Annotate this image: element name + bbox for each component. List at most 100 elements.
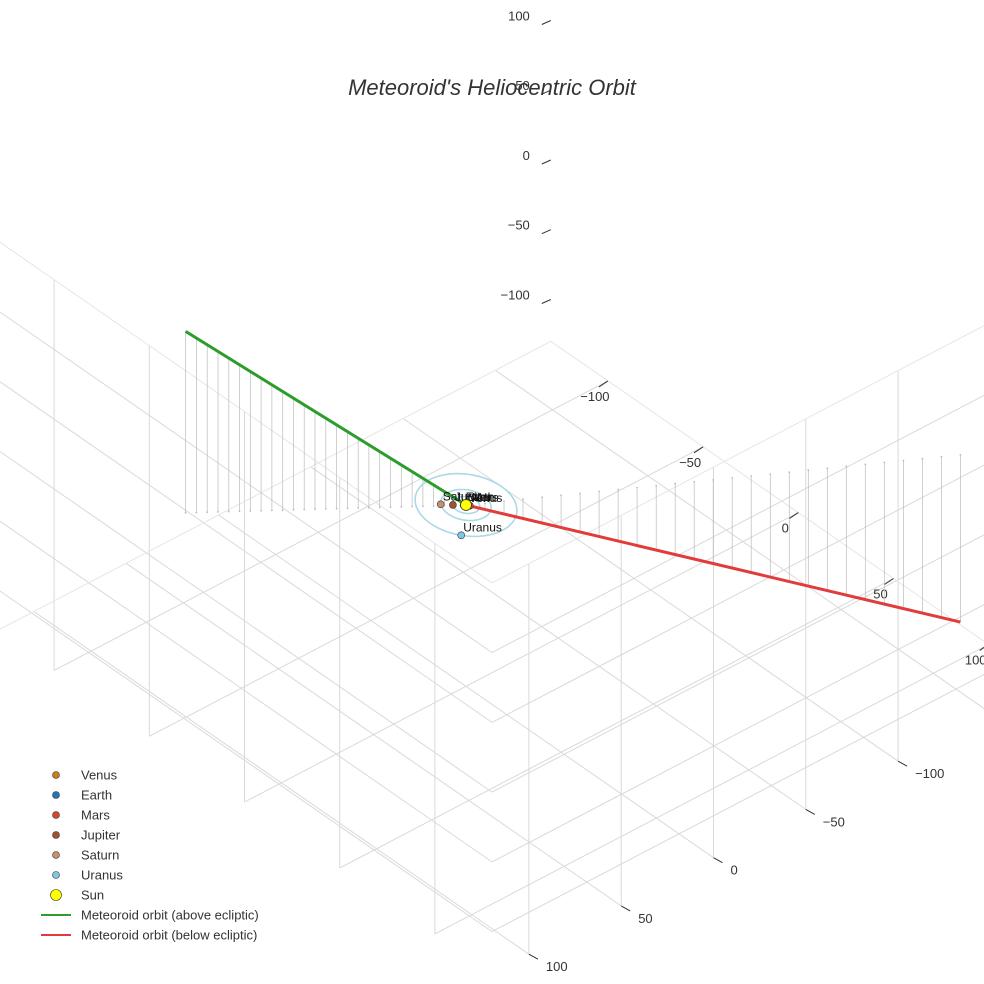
legend-label: Meteoroid orbit (below ecliptic) <box>81 928 257 943</box>
legend-label: Venus <box>81 768 118 783</box>
back-wall-grid-z <box>0 590 493 933</box>
planet-saturn <box>436 500 445 509</box>
drop-foot <box>432 505 435 507</box>
drop-foot <box>195 511 198 514</box>
drop-foot <box>422 505 424 508</box>
drop-foot <box>357 507 360 509</box>
side-wall-grid-z <box>491 534 984 793</box>
drop-foot <box>206 511 209 514</box>
drop-foot <box>400 505 403 508</box>
floor-grid-y <box>125 562 622 907</box>
back-wall-grid-z <box>0 450 493 793</box>
planet-label-uranus: Uranus <box>463 520 502 534</box>
z-axis-tick <box>541 159 552 165</box>
legend-label: Mars <box>81 808 110 823</box>
orbit-ring <box>414 472 518 538</box>
legend-label: Jupiter <box>81 828 121 843</box>
drop-foot <box>281 509 284 511</box>
drop-foot <box>731 477 734 479</box>
floor-grid-y <box>33 611 530 955</box>
y-axis-tick <box>805 808 816 815</box>
meteoroid-orbit-below <box>465 503 961 624</box>
pane-edge <box>491 325 984 584</box>
x-tick-label: 50 <box>873 587 887 602</box>
legend-marker-swatch <box>52 811 60 819</box>
floor-grid-y <box>218 514 714 859</box>
drop-foot <box>368 506 370 509</box>
legend-label: Saturn <box>81 848 119 863</box>
sun-marker <box>460 499 472 511</box>
meteoroid-orbits <box>184 330 961 624</box>
legend-marker-swatch <box>50 889 62 901</box>
back-wall-grid-z <box>0 311 493 654</box>
y-tick-label: 50 <box>638 911 652 926</box>
legend-label: Uranus <box>81 868 123 883</box>
side-wall-grid-z <box>491 673 984 933</box>
drop-foot <box>503 500 505 502</box>
floor-grid-y <box>402 418 899 762</box>
x-tick-label: −100 <box>580 389 609 404</box>
drop-foot <box>389 506 392 508</box>
drop-foot <box>902 459 905 462</box>
x-axis-tick <box>789 512 799 520</box>
drop-foot <box>921 457 924 460</box>
drop-foot <box>693 480 696 483</box>
drop-foot <box>522 498 524 501</box>
x-axis-tick <box>979 646 984 651</box>
axis-grid <box>0 241 984 955</box>
z-tick-label: −50 <box>508 218 530 233</box>
legend-label: Meteoroid orbit (above ecliptic) <box>81 908 259 923</box>
drop-foot <box>750 475 753 477</box>
drop-foot <box>260 509 262 512</box>
z-axis-tick <box>541 229 552 235</box>
y-axis-tick <box>528 953 539 960</box>
y-tick-label: 0 <box>731 863 738 878</box>
drop-foot <box>598 490 600 493</box>
meteoroid-orbit-above <box>184 330 467 507</box>
drop-foot <box>335 507 338 510</box>
y-tick-label: −50 <box>823 814 845 829</box>
floor-grid-y <box>310 466 807 810</box>
legend: Venus Earth Mars Jupiter Saturn Uranus Sun Mete… <box>41 768 259 943</box>
planet-label-saturn: Saturn <box>443 489 478 503</box>
drop-foot <box>303 508 306 511</box>
side-wall-grid-z <box>491 394 984 654</box>
axis-ticks: −100−50050100−150−100−50050100−100−50050… <box>501 9 984 974</box>
drop-foot <box>541 496 543 499</box>
drop-foot <box>655 484 658 487</box>
pane-edge <box>0 241 493 584</box>
planet-label-mars: Mars <box>472 491 499 505</box>
z-tick-label: −100 <box>501 288 530 303</box>
y-tick-label: 100 <box>546 959 568 974</box>
side-wall-grid-z <box>491 604 984 863</box>
back-wall-grid-z <box>0 520 493 863</box>
y-axis-tick <box>713 857 723 864</box>
drop-foot <box>579 492 581 495</box>
drop-foot <box>324 508 327 510</box>
drop-foot <box>788 471 791 473</box>
x-tick-label: 0 <box>782 521 789 536</box>
legend-marker-swatch <box>52 831 60 839</box>
drop-foot <box>807 469 810 472</box>
z-axis-tick <box>541 299 552 304</box>
floor-grid-x <box>244 512 799 803</box>
back-wall-grid-z <box>0 381 493 723</box>
z-axis-tick <box>541 20 552 25</box>
z-tick-label: 50 <box>515 78 529 93</box>
floor-grid-x <box>434 646 984 935</box>
floor-grid-x <box>339 578 894 869</box>
z-tick-label: 0 <box>523 148 530 163</box>
x-tick-label: −50 <box>679 455 701 470</box>
drop-foot <box>560 494 562 497</box>
legend-label: Earth <box>81 788 112 803</box>
drop-foot <box>674 482 677 485</box>
legend-marker-swatch <box>52 851 60 859</box>
pane-edge <box>550 340 984 642</box>
drop-foot <box>238 510 241 513</box>
x-tick-label: 100 <box>965 652 984 667</box>
drop-foot <box>271 509 273 512</box>
legend-marker-swatch <box>52 771 60 779</box>
drop-foot <box>292 508 295 511</box>
